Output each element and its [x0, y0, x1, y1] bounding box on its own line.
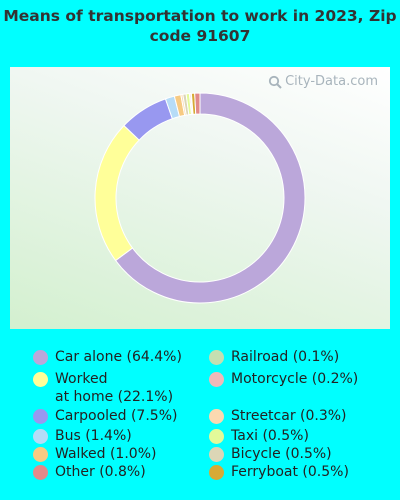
- legend-label: Motorcycle (0.2%): [231, 371, 359, 387]
- legend-swatch: [33, 408, 48, 424]
- legend-swatch: [33, 371, 48, 387]
- legend-item: Bus (1.4%): [33, 427, 132, 445]
- legend-swatch: [209, 371, 224, 387]
- legend-label: Carpooled (7.5%): [55, 408, 178, 424]
- legend-item: Worked at home (22.1%): [33, 370, 173, 406]
- legend-swatch: [209, 446, 224, 462]
- legend-label: Railroad (0.1%): [231, 349, 340, 365]
- legend-label: Bicycle (0.5%): [231, 446, 332, 462]
- donut-slice: [194, 92, 201, 115]
- legend-swatch: [209, 349, 224, 365]
- legend-item: Taxi (0.5%): [209, 427, 309, 445]
- legend-item: Other (0.8%): [33, 463, 146, 481]
- legend-label: Other (0.8%): [55, 464, 146, 480]
- legend-item: Bicycle (0.5%): [209, 445, 332, 463]
- legend-label: Car alone (64.4%): [55, 349, 182, 365]
- legend-label: Worked at home (22.1%): [55, 371, 174, 405]
- legend-label: Walked (1.0%): [55, 446, 157, 462]
- legend-label: Bus (1.4%): [55, 428, 132, 444]
- legend-item: Carpooled (7.5%): [33, 407, 177, 425]
- legend-swatch: [209, 408, 224, 424]
- legend-swatch: [33, 464, 48, 480]
- legend-item: Railroad (0.1%): [209, 348, 339, 366]
- legend-label: Streetcar (0.3%): [231, 408, 347, 424]
- legend-swatch: [33, 428, 48, 444]
- watermark-text: City-Data.com: [285, 74, 378, 89]
- legend-swatch: [33, 349, 48, 365]
- watermark: City-Data.com: [268, 74, 378, 89]
- legend-item: Walked (1.0%): [33, 445, 156, 463]
- legend-item: Car alone (64.4%): [33, 348, 182, 366]
- magnifier-icon: [269, 75, 282, 89]
- legend-swatch: [33, 446, 48, 462]
- legend-item: Motorcycle (0.2%): [209, 370, 358, 388]
- donut-slice: [114, 92, 306, 304]
- chart-title: Means of transportation to work in 2023,…: [3, 7, 397, 45]
- legend-swatch: [209, 428, 224, 444]
- legend-item: Streetcar (0.3%): [209, 407, 347, 425]
- legend-label: Taxi (0.5%): [231, 428, 309, 444]
- legend-label: Ferryboat (0.5%): [231, 464, 349, 480]
- legend-swatch: [209, 464, 224, 480]
- legend-item: Ferryboat (0.5%): [209, 463, 349, 481]
